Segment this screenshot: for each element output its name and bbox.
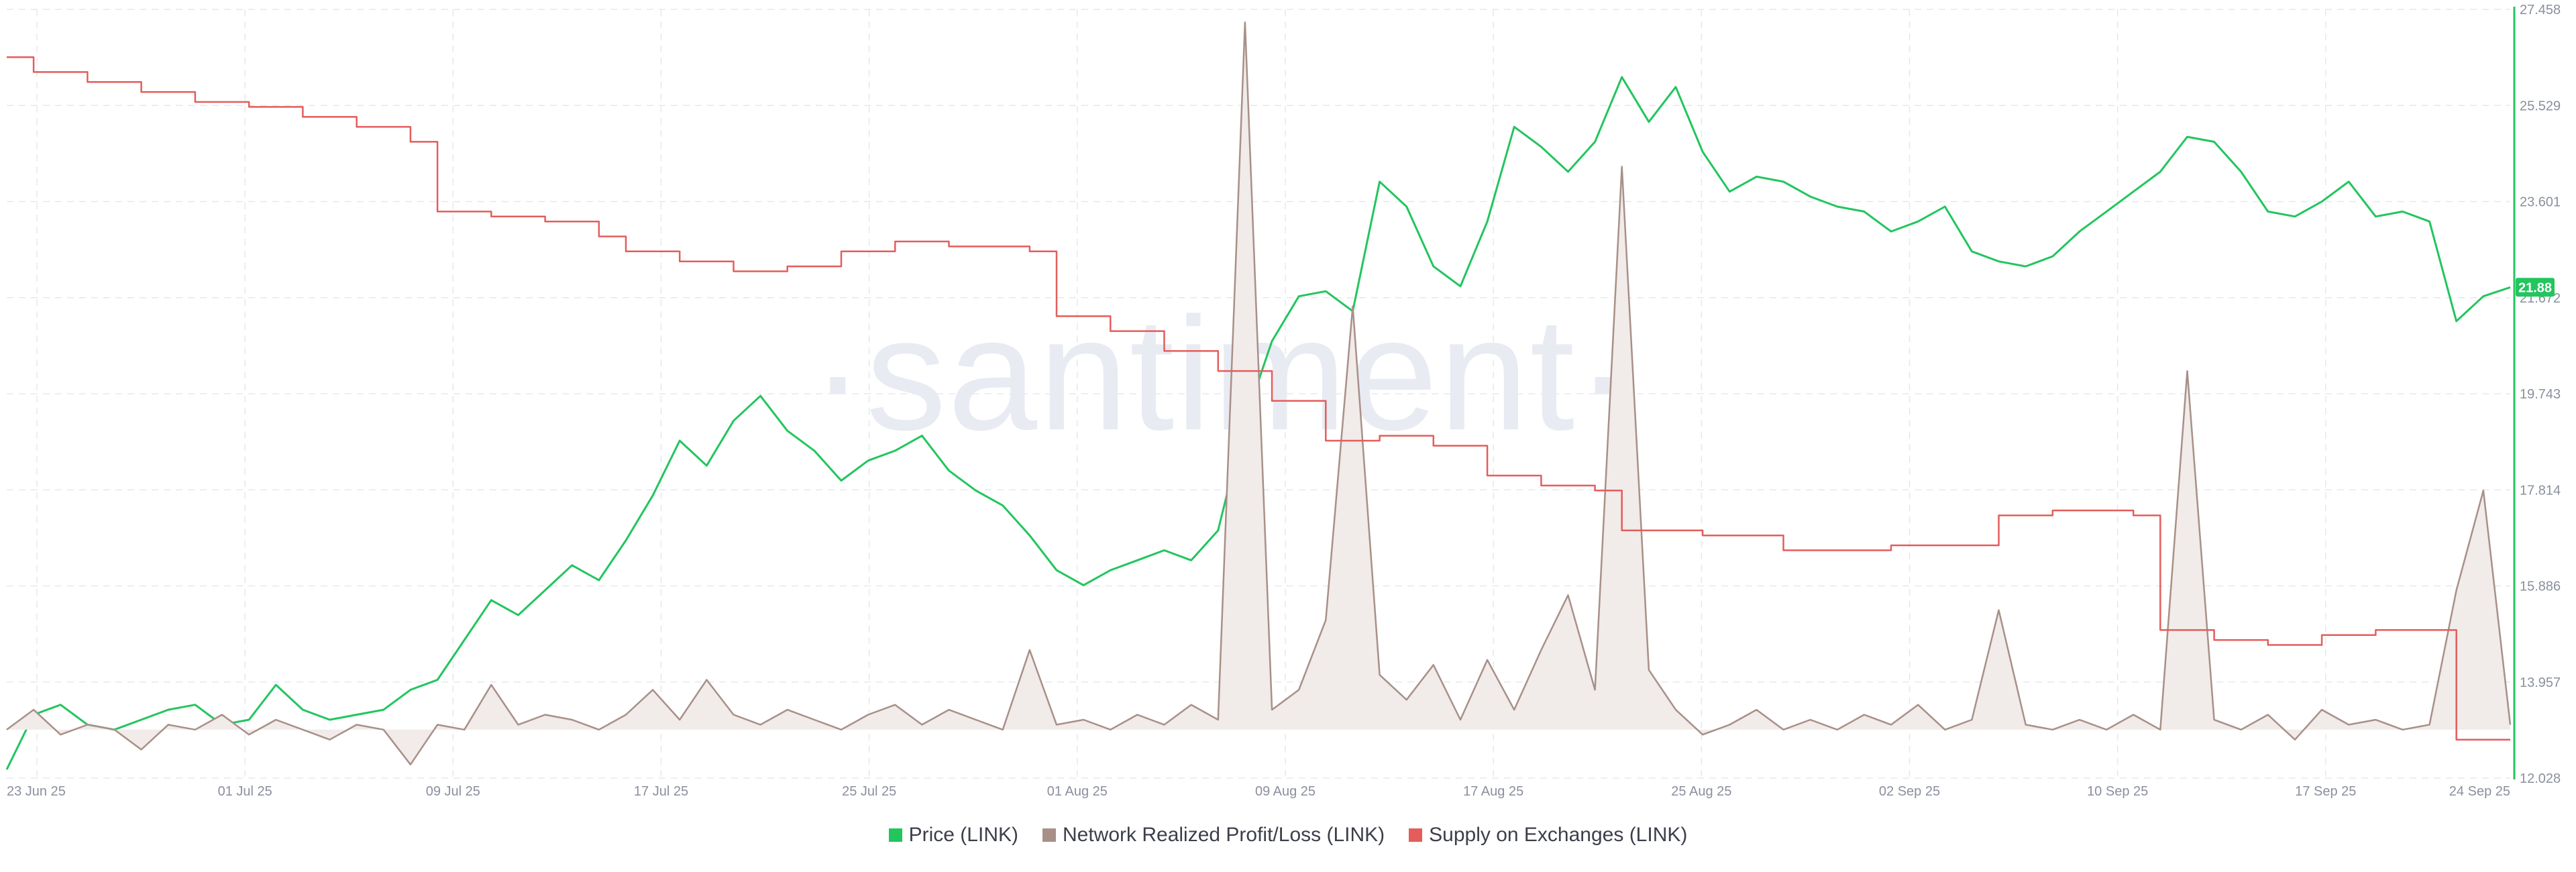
x-tick-label: 24 Sep 25 (2449, 784, 2510, 799)
x-tick-label: 25 Aug 25 (1671, 784, 1731, 799)
x-tick-label: 17 Jul 25 (634, 784, 688, 799)
x-tick-label: 09 Aug 25 (1255, 784, 1316, 799)
legend-label: Price (LINK) (908, 824, 1018, 846)
y-tick-label: 19.743 (2520, 387, 2561, 402)
supply-swatch-icon (1409, 828, 1423, 842)
grid-layer (7, 9, 2510, 779)
y-axis-ticks: 27.45825.52923.60121.67219.74317.81415.8… (2520, 3, 2561, 786)
y-tick-label: 12.028 (2520, 771, 2561, 786)
y-tick-label: 17.814 (2520, 483, 2561, 498)
x-tick-label: 17 Sep 25 (2295, 784, 2356, 799)
series-area-fill (7, 22, 2510, 765)
x-tick-label: 23 Jun 25 (7, 784, 66, 799)
current-price-badge: 21.88 (2516, 278, 2555, 297)
x-tick-label: 01 Jul 25 (218, 784, 272, 799)
legend-item-supply[interactable]: Supply on Exchanges (LINK) (1409, 824, 1687, 847)
x-tick-label: 10 Sep 25 (2087, 784, 2148, 799)
price-swatch-icon (888, 828, 902, 842)
x-tick-label: 01 Aug 25 (1047, 784, 1108, 799)
series-line-network-realized-profit-loss[interactable] (6, 21, 2512, 766)
nrpl-swatch-icon (1042, 828, 1056, 842)
x-axis-ticks: 23 Jun 25 01 Jul 25 09 Jul 25 17 Jul 25 25 J… (7, 784, 2510, 799)
y-tick-label: 25.529 (2520, 99, 2561, 113)
svg-text:21.88: 21.88 (2518, 280, 2552, 295)
y-tick-label: 27.458 (2520, 3, 2561, 17)
legend-label: Supply on Exchanges (LINK) (1429, 824, 1688, 846)
x-tick-label: 09 Jul 25 (426, 784, 480, 799)
series-line-supply-on-exchanges[interactable] (7, 56, 2510, 741)
price-chart: ·santiment· 27.45825.52923.60121.67219.7… (5, 3, 2561, 799)
chart-legend: Price (LINK) Network Realized Profit/Los… (0, 824, 2576, 847)
legend-item-nrpl[interactable]: Network Realized Profit/Loss (LINK) (1042, 824, 1385, 847)
y-tick-label: 13.957 (2520, 675, 2561, 690)
x-tick-label: 17 Aug 25 (1463, 784, 1523, 799)
series-layer (5, 21, 2512, 770)
y-tick-label: 23.601 (2520, 195, 2561, 210)
x-tick-label: 25 Jul 25 (842, 784, 896, 799)
x-tick-label: 02 Sep 25 (1879, 784, 1940, 799)
watermark-logo: ·santiment· (811, 284, 1631, 464)
y-tick-label: 15.886 (2520, 580, 2561, 594)
legend-item-price[interactable]: Price (LINK) (888, 824, 1018, 847)
legend-label: Network Realized Profit/Loss (LINK) (1062, 824, 1385, 846)
